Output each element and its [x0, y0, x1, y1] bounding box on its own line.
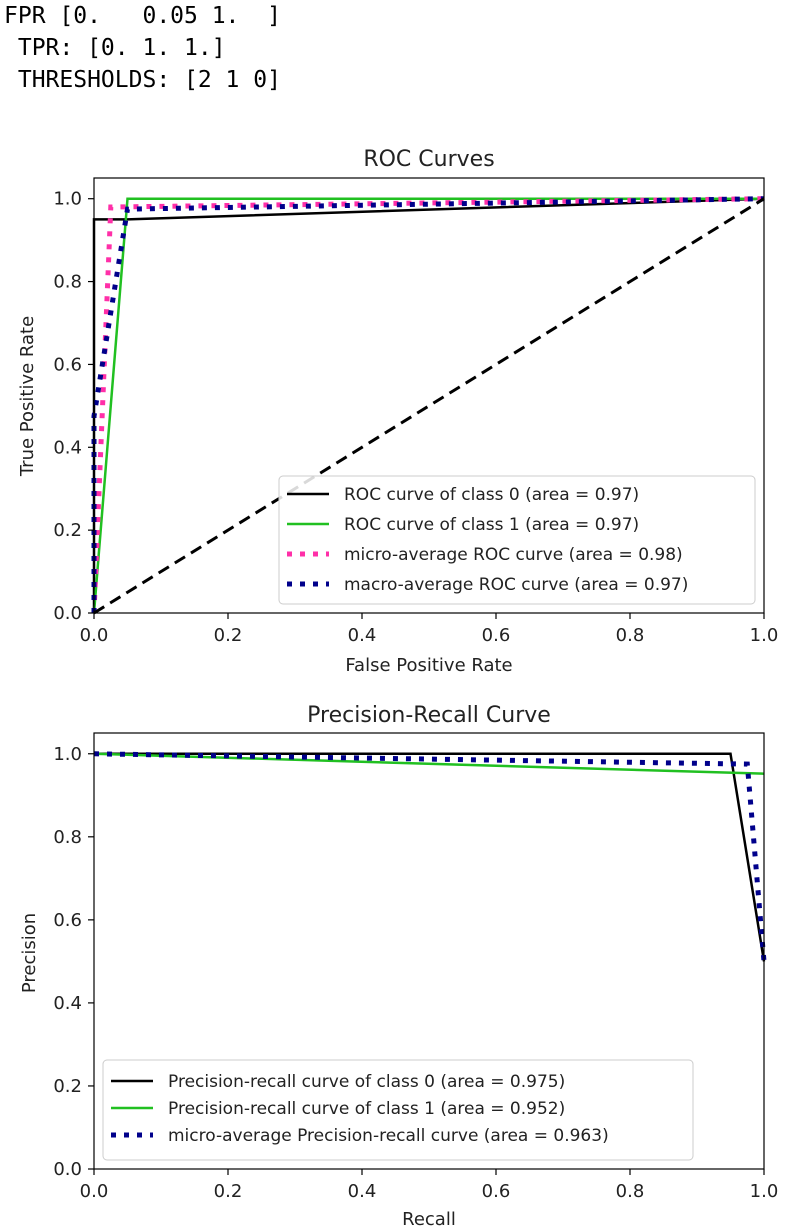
roc-series-4-diagonal-dashed: [93, 197, 765, 615]
roc-x-ticks: 0.0 0.2 0.4 0.6 0.8 1.0: [80, 613, 779, 646]
pr-series-0-precision-recall-curve-of-class-0-area-0-975: [94, 752, 766, 962]
roc-y-axis-label: True Positive Rate: [17, 316, 38, 477]
console-line-tpr: TPR: [0. 1. 1.]: [4, 35, 226, 61]
pr-x-tick-label: 0.8: [616, 1181, 645, 1202]
pr-x-ticks: 0.0 0.2 0.4 0.6 0.8 1.0: [80, 1169, 779, 1202]
pr-series-1-precision-recall-curve-of-class-1-area-0-952: [93, 752, 765, 775]
pr-x-tick-label: 0.0: [80, 1181, 109, 1202]
pr-legend: Precision-recall curve of class 0 (area …: [102, 1059, 694, 1161]
pr-x-axis-label: Recall: [402, 1209, 456, 1228]
pr-legend-label: Precision-recall curve of class 1 (area …: [168, 1099, 565, 1119]
pr-y-tick-label: 1.0: [53, 744, 82, 765]
roc-y-tick-label: 1.0: [53, 189, 82, 210]
pr-x-tick-label: 0.6: [482, 1181, 511, 1202]
roc-x-tick-label: 0.4: [348, 625, 377, 646]
roc-series-2-micro-average-roc-curve-area-0-98: [91, 196, 765, 614]
pr-x-tick-label: 0.2: [214, 1181, 243, 1202]
roc-x-tick-label: 1.0: [750, 625, 779, 646]
pr-y-tick-label: 0.0: [53, 1159, 82, 1180]
pr-chart: Precision-Recall Curve 0.0 0.2 0.4 0.6 0.8 1.…: [19, 703, 778, 1228]
roc-series-1-roc-curve-of-class-1-area-0-97: [92, 197, 764, 614]
roc-series-3-macro-average-roc-curve-area-0-97: [91, 196, 765, 613]
pr-y-tick-label: 0.8: [53, 827, 82, 848]
console-line-fpr: FPR [0. 0.05 1. ]: [4, 3, 281, 29]
roc-y-ticks: 0.0 0.2 0.4 0.6 0.8 1.0: [53, 189, 94, 624]
roc-y-tick-label: 0.6: [53, 354, 82, 375]
console-output: FPR [0. 0.05 1. ] TPR: [0. 1. 1.] THRESH…: [4, 0, 281, 96]
roc-y-tick-label: 0.8: [53, 272, 82, 293]
pr-x-tick-label: 1.0: [750, 1181, 779, 1202]
pr-legend-frame: [102, 1059, 694, 1161]
pr-legend-label: micro-average Precision-recall curve (ar…: [168, 1126, 609, 1146]
roc-legend-label: ROC curve of class 0 (area = 0.97): [344, 485, 639, 505]
pr-y-ticks: 0.0 0.2 0.4 0.6 0.8 1.0: [53, 744, 94, 1180]
pr-series-2-micro-average-precision-recall-curve-area-0-963: [93, 751, 767, 962]
pr-axes-frame: [93, 732, 765, 1170]
roc-legend: ROC curve of class 0 (area = 0.97) ROC cu…: [278, 475, 756, 605]
roc-axes-frame: [93, 177, 765, 614]
pr-legend-label: Precision-recall curve of class 0 (area …: [168, 1072, 565, 1092]
roc-y-tick-label: 0.0: [53, 603, 82, 624]
pr-x-tick-label: 0.4: [348, 1181, 377, 1202]
roc-x-tick-label: 0.6: [482, 625, 511, 646]
pr-y-tick-label: 0.6: [53, 910, 82, 931]
pr-y-tick-label: 0.4: [53, 993, 82, 1014]
pr-plot: [93, 751, 767, 962]
roc-x-tick-label: 0.2: [214, 625, 243, 646]
roc-legend-label: ROC curve of class 1 (area = 0.97): [344, 515, 639, 535]
pr-title: Precision-Recall Curve: [307, 703, 551, 728]
roc-legend-label: macro-average ROC curve (area = 0.97): [344, 575, 688, 595]
pr-y-axis-label: Precision: [19, 913, 40, 993]
roc-legend-label: micro-average ROC curve (area = 0.98): [344, 545, 683, 565]
roc-title: ROC Curves: [363, 147, 494, 172]
roc-x-tick-label: 0.8: [616, 625, 645, 646]
roc-y-tick-label: 0.2: [53, 520, 82, 541]
roc-x-axis-label: False Positive Rate: [345, 655, 512, 676]
pr-y-tick-label: 0.2: [53, 1076, 82, 1097]
roc-legend-frame: [278, 475, 756, 605]
console-line-thresholds: THRESHOLDS: [2 1 0]: [4, 67, 281, 93]
roc-y-tick-label: 0.4: [53, 437, 82, 458]
roc-x-tick-label: 0.0: [80, 625, 109, 646]
roc-chart: ROC Curves 0.0 0.2 0.4 0.6 0.8 1.0 0.00.20.40…: [17, 147, 778, 676]
